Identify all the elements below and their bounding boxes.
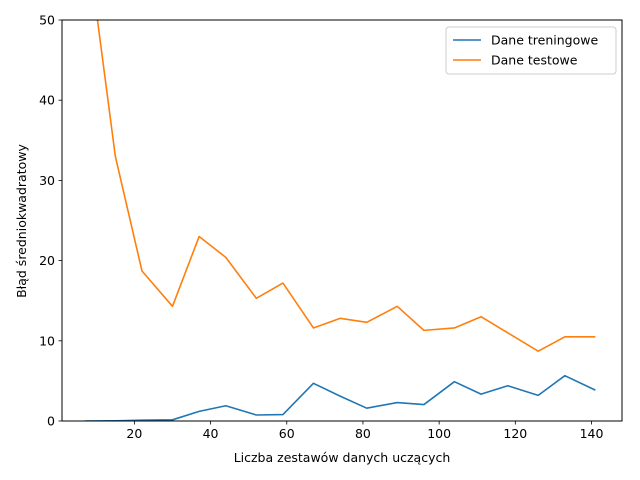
series-line-training [84,374,596,421]
x-tick-label: 80 [355,426,371,441]
y-tick-label: 50 [39,13,55,28]
x-tick-label: 140 [580,426,604,441]
series-line-test [96,20,596,353]
x-tick-label: 20 [126,426,142,441]
x-tick-label: 40 [203,426,219,441]
x-tick-label: 60 [279,426,295,441]
y-tick-label: 40 [39,93,55,108]
legend-label-training: Dane treningowe [491,33,598,48]
y-tick-label: 10 [39,333,55,348]
y-tick-label: 0 [47,414,55,429]
x-axis-ticks: 20 40 60 80 100 120 140 [126,421,603,441]
legend-label-test: Dane testowe [491,53,578,68]
y-axis-label: Błąd średniokwadratowy [14,144,29,298]
plot-frame [61,19,623,422]
legend: Dane treningowe Dane testowe [445,26,617,75]
legend-box [445,26,617,75]
y-tick-label: 20 [39,253,55,268]
x-tick-label: 100 [427,426,451,441]
y-tick-label: 30 [39,173,55,188]
x-axis-label: Liczba zestawów danych uczących [234,450,451,465]
series-layer [84,20,596,421]
x-tick-label: 120 [503,426,527,441]
y-axis-ticks: 0 10 20 30 40 50 [39,13,62,429]
